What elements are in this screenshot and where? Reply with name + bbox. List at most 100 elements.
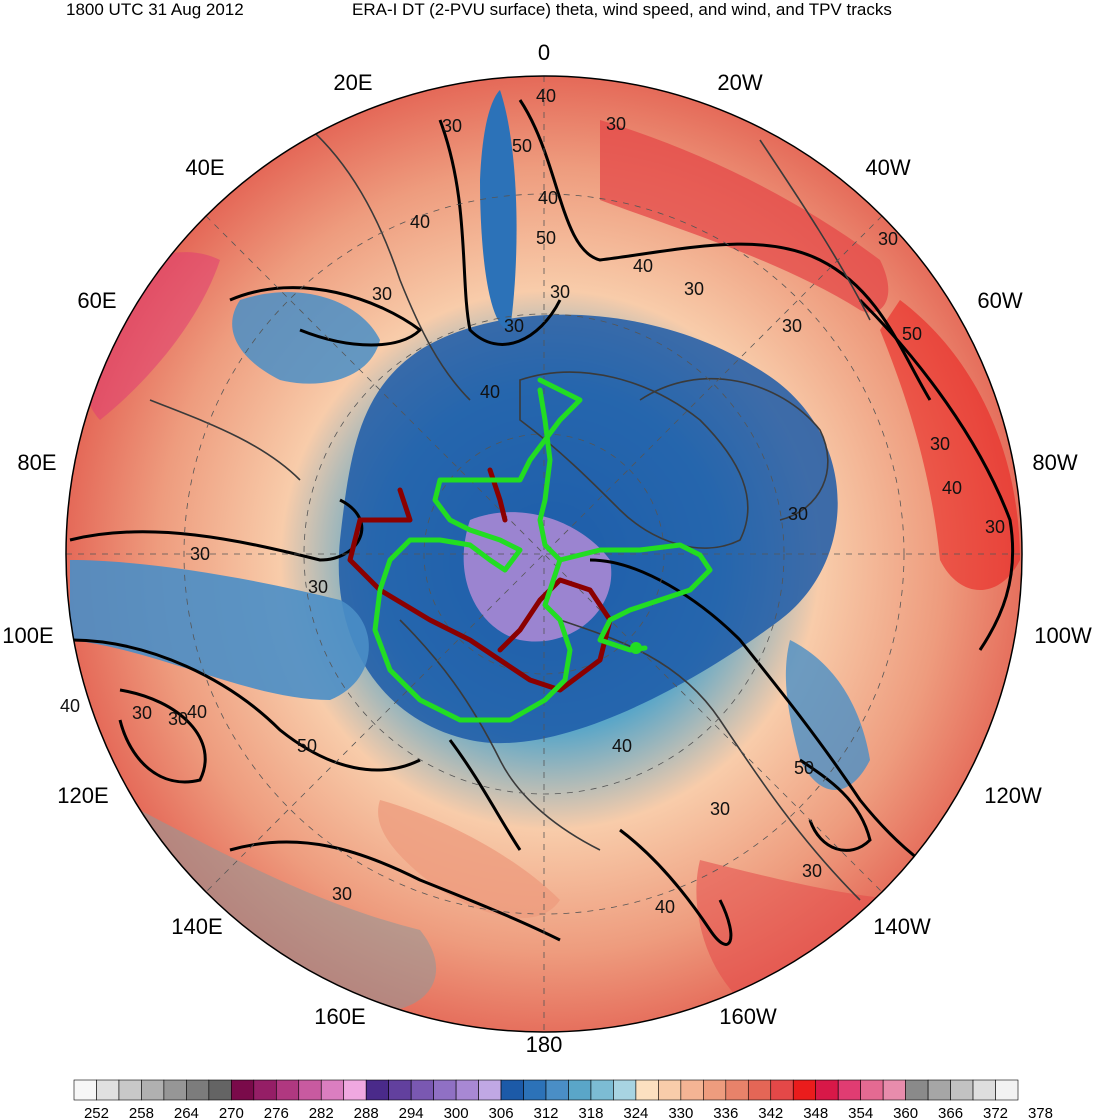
colorbar-tick-label: 282 (309, 1105, 334, 1120)
longitude-label: 20E (333, 70, 372, 95)
colorbar-tick-label: 252 (84, 1105, 109, 1120)
longitude-label: 140W (873, 914, 931, 939)
colorbar-box (73, 1079, 97, 1101)
colorbar-tick-label: 348 (803, 1105, 828, 1120)
title-description: ERA-I DT (2-PVU surface) theta, wind spe… (352, 0, 892, 19)
colorbar-box (568, 1079, 592, 1101)
graticule (66, 76, 1022, 1032)
contour-label: 30 (190, 544, 210, 564)
colorbar-tick-label: 354 (848, 1105, 873, 1120)
longitude-label: 160W (719, 1004, 777, 1029)
contour-label: 30 (710, 799, 730, 819)
contour-label: 40 (612, 736, 632, 756)
colorbar-box (545, 1079, 569, 1101)
contour-label: 40 (633, 256, 653, 276)
colorbar-box (320, 1079, 345, 1101)
contour-label: 30 (332, 884, 352, 904)
colorbar-box (523, 1079, 547, 1101)
contour-label: 40 (60, 696, 80, 716)
colorbar-box (231, 1079, 255, 1101)
colorbar-box (747, 1079, 772, 1101)
contour-label: 30 (168, 709, 188, 729)
colorbar-tick-label: 288 (354, 1105, 379, 1120)
longitude-label: 100E (2, 623, 53, 648)
colorbar-box (208, 1079, 232, 1101)
colorbar-box (253, 1079, 277, 1101)
contour-label: 50 (902, 324, 922, 344)
longitude-label: 60E (77, 288, 116, 313)
contour-label: 30 (308, 577, 328, 597)
contour-label: 30 (684, 279, 704, 299)
contour-label: 30 (132, 703, 152, 723)
colorbar-tick-label: 306 (489, 1105, 514, 1120)
colorbar-box (141, 1079, 165, 1101)
colorbar-box (860, 1079, 884, 1101)
longitude-label: 140E (171, 914, 222, 939)
longitude-label: 0 (538, 40, 550, 65)
colorbar-box (455, 1079, 479, 1101)
colorbar-box (815, 1079, 839, 1101)
contour-label: 50 (512, 136, 532, 156)
contour-label: 40 (655, 897, 675, 917)
longitude-label: 120W (984, 783, 1042, 808)
contour-label: 40 (942, 478, 962, 498)
contour-label: 30 (878, 229, 898, 249)
longitude-label: 100W (1034, 623, 1092, 648)
colorbar-box (995, 1079, 1019, 1101)
colorbar-tick-label: 264 (174, 1105, 199, 1120)
colorbar-tick-label: 372 (983, 1105, 1008, 1120)
contour-label: 30 (802, 861, 822, 881)
colorbar-box (478, 1079, 502, 1101)
longitude-label: 40E (185, 155, 224, 180)
colorbar-box (770, 1079, 794, 1101)
contour-label: 30 (930, 434, 950, 454)
tpv-track-active (372, 377, 713, 723)
longitude-label: 120E (57, 783, 108, 808)
colorbar-tick-label: 318 (578, 1105, 603, 1120)
contour-label: 30 (606, 114, 626, 134)
colorbar-box (298, 1079, 322, 1101)
colorbar-box (590, 1079, 614, 1101)
longitude-label: 60W (977, 288, 1022, 313)
colorbar-box (927, 1079, 951, 1101)
colorbar-box (410, 1079, 434, 1101)
colorbar-box (186, 1079, 210, 1101)
longitude-label: 80W (1032, 450, 1077, 475)
colorbar-box (96, 1079, 120, 1101)
colorbar-tick-label: 276 (264, 1105, 289, 1120)
longitude-labels: 0 20W 40W 60W 80W 100W 120W 140W 160W 180 160E 140E… (2, 40, 1092, 1057)
colorbar-box (500, 1079, 524, 1101)
colorbar-box (613, 1079, 637, 1101)
colorbar-box (792, 1079, 817, 1101)
contour-label: 30 (788, 504, 808, 524)
colorbar-box (163, 1079, 187, 1101)
colorbar-tick-label: 330 (668, 1105, 693, 1120)
tpv-track-end-marker (630, 642, 642, 654)
colorbar-box (905, 1079, 929, 1101)
longitude-label: 180 (526, 1032, 563, 1057)
longitude-label: 80E (17, 450, 56, 475)
colorbar-box (275, 1079, 300, 1101)
contour-label: 40 (538, 188, 558, 208)
colorbar-box (635, 1079, 659, 1101)
colorbar-box (365, 1079, 389, 1101)
colorbar-tick-label: 342 (758, 1105, 783, 1120)
colorbar-tick-label: 312 (533, 1105, 558, 1120)
longitude-label: 160E (314, 1004, 365, 1029)
title-date: 1800 UTC 31 Aug 2012 (66, 0, 244, 19)
contour-label: 50 (536, 228, 556, 248)
map-boundary (65, 75, 1023, 1033)
contour-label: 30 (985, 517, 1005, 537)
colorbar-tick-label: 336 (713, 1105, 738, 1120)
polar-map: 40 50 30 30 40 50 40 30 30 40 30 30 30 50 40 30 30 40 30 30… (2, 40, 1092, 1057)
colorbar-box (837, 1079, 861, 1101)
colorbar-box (433, 1079, 457, 1101)
colorbar-tick-label: 366 (938, 1105, 963, 1120)
colorbar-tick-label: 270 (219, 1105, 244, 1120)
contour-labels: 40 50 30 30 40 50 40 30 30 40 30 30 30 50 40 30 30 40 30 30… (60, 86, 1005, 917)
tpv-tracks (347, 377, 713, 723)
colorbar-tick-label: 300 (444, 1105, 469, 1120)
colorbar-tick-label: 294 (399, 1105, 424, 1120)
colorbar-tick-label: 258 (129, 1105, 154, 1120)
contour-label: 40 (480, 382, 500, 402)
